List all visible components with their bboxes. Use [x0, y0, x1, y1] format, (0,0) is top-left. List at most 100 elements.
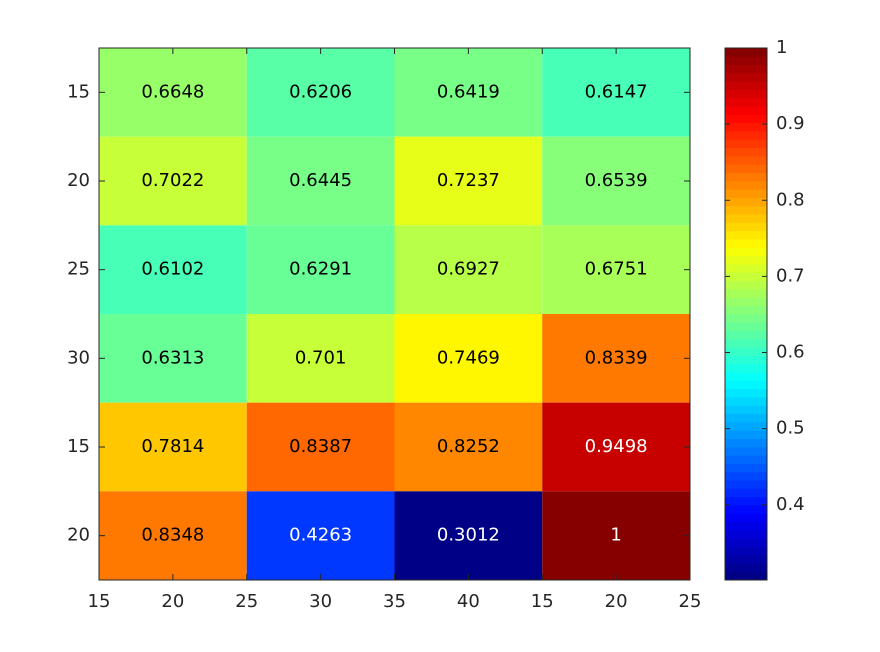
heatmap-cell — [394, 491, 543, 580]
cell-label: 0.8348 — [141, 525, 204, 546]
colorbar-swatch — [725, 554, 767, 564]
colorbar-swatch — [725, 56, 767, 65]
heatmap-cell — [542, 225, 690, 314]
heatmap-cell — [542, 402, 690, 492]
cell-label: 0.701 — [295, 347, 347, 368]
colorbar-swatch — [725, 47, 767, 57]
colorbar-swatch — [725, 247, 767, 257]
heatmap-cell — [394, 48, 543, 137]
colorbar-swatch — [725, 322, 767, 331]
colorbar-swatch — [725, 155, 767, 165]
colorbar-swatch — [725, 571, 767, 581]
colorbar-swatch — [725, 64, 767, 74]
x-tick-label: 40 — [457, 591, 480, 612]
cell-label: 0.6445 — [289, 170, 352, 191]
cell-label: 0.3012 — [437, 525, 500, 546]
y-tick-label: 25 — [67, 259, 90, 280]
colorbar-swatch — [725, 388, 767, 398]
x-tick-label: 25 — [235, 591, 258, 612]
y-tick-label: 15 — [67, 436, 90, 457]
cell-label: 0.6291 — [289, 259, 352, 280]
colorbar-swatch — [725, 130, 767, 140]
cell-label: 0.4263 — [289, 525, 352, 546]
x-tick-label: 15 — [531, 591, 554, 612]
heatmap-cell — [542, 491, 690, 580]
cell-label: 0.6648 — [141, 81, 204, 102]
heatmap-cell — [99, 225, 247, 314]
colorbar-swatch — [725, 471, 767, 481]
colorbar-box — [724, 47, 768, 581]
heatmap-cell — [542, 314, 690, 403]
heatmap-cell — [394, 136, 543, 226]
heatmap-cell — [246, 225, 395, 314]
colorbar-tick-label: 1 — [776, 37, 787, 58]
colorbar-swatch — [725, 139, 767, 149]
colorbar-swatch — [725, 238, 767, 248]
colorbar-swatch — [725, 222, 767, 232]
colorbar-swatch — [725, 80, 767, 90]
colorbar-swatch — [725, 197, 767, 207]
heatmap-cell — [394, 314, 543, 403]
cell-label: 0.7469 — [437, 347, 500, 368]
colorbar-swatch — [725, 297, 767, 306]
colorbar-swatch — [725, 413, 767, 423]
heatmap-cell — [246, 402, 395, 492]
x-tick-label: 35 — [383, 591, 406, 612]
cell-label: 0.7237 — [437, 170, 500, 191]
colorbar-swatch — [725, 546, 767, 556]
colorbar-swatch — [725, 346, 767, 356]
colorbar-swatch — [725, 438, 767, 448]
heatmap-cell — [542, 136, 690, 226]
colorbar-swatch — [725, 479, 767, 489]
colorbar-swatch — [725, 205, 767, 215]
colorbar-swatch — [725, 446, 767, 456]
colorbar-swatch — [725, 563, 767, 572]
heatmap-cell — [99, 136, 247, 226]
cell-label: 0.8387 — [289, 436, 352, 457]
heatmap-cell — [99, 48, 247, 137]
colorbar-swatch — [725, 180, 767, 190]
colorbar-swatch — [725, 122, 767, 132]
x-tick-label: 25 — [679, 591, 702, 612]
colorbar-swatch — [725, 255, 767, 265]
colorbar-swatch — [725, 147, 767, 157]
cell-label: 0.6539 — [585, 170, 648, 191]
colorbar-swatch — [725, 363, 767, 373]
heatmap-cell — [246, 48, 395, 137]
cell-label: 0.8252 — [437, 436, 500, 457]
colorbar-swatch — [725, 114, 767, 124]
colorbar-swatch — [725, 463, 767, 473]
colorbar-swatch — [725, 430, 767, 439]
colorbar-swatch — [725, 230, 767, 240]
x-tick-label: 15 — [88, 591, 111, 612]
heatmap-cell — [246, 314, 395, 403]
colorbar-tick-label: 0.9 — [776, 113, 805, 134]
colorbar-swatch — [725, 396, 767, 406]
colorbar-swatch — [725, 164, 767, 173]
colorbar-swatch — [725, 521, 767, 531]
colorbar-swatch — [725, 280, 767, 290]
colorbar-tick-label: 0.8 — [776, 189, 805, 210]
cell-label: 0.7022 — [141, 170, 204, 191]
colorbar-swatch — [725, 488, 767, 498]
cell-label: 0.8339 — [585, 347, 648, 368]
colorbar-swatch — [725, 529, 767, 539]
cell-label: 1 — [610, 525, 621, 546]
colorbar-swatch — [725, 263, 767, 273]
y-tick-label: 15 — [67, 81, 90, 102]
heatmap-cell — [394, 225, 543, 314]
colorbar-tick-label: 0.5 — [776, 418, 805, 439]
colorbar-tick-label: 0.7 — [776, 265, 805, 286]
colorbar-swatch — [725, 513, 767, 523]
colorbar-swatch — [725, 538, 767, 548]
heatmap-cell — [394, 402, 543, 492]
cell-label: 0.7814 — [141, 436, 204, 457]
colorbar-swatch — [725, 172, 767, 182]
colorbar-swatch — [725, 421, 767, 431]
colorbar-swatch — [725, 189, 767, 198]
heatmap-cell — [99, 314, 247, 403]
colorbar-swatch — [725, 72, 767, 82]
heatmap-cell — [246, 136, 395, 226]
cell-label: 0.6927 — [437, 259, 500, 280]
